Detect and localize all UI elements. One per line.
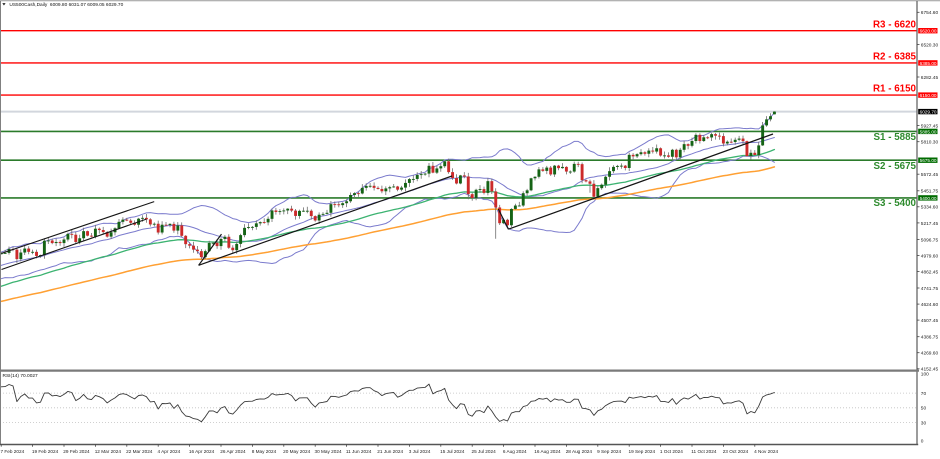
svg-text:30 May 2024: 30 May 2024	[315, 449, 342, 454]
svg-text:5675.00: 5675.00	[920, 158, 937, 163]
svg-text:4862.45: 4862.45	[921, 269, 939, 275]
svg-text:5400.00: 5400.00	[920, 196, 937, 201]
svg-text:8 May 2024: 8 May 2024	[252, 449, 277, 454]
svg-text:9 Sep 2024: 9 Sep 2024	[597, 449, 621, 454]
svg-text:100: 100	[921, 371, 929, 377]
svg-text:11 Oct 2024: 11 Oct 2024	[691, 449, 717, 454]
svg-text:4507.45: 4507.45	[921, 318, 939, 324]
svg-text:11 Jun 2024: 11 Jun 2024	[346, 449, 372, 454]
svg-text:0: 0	[921, 439, 924, 445]
svg-text:50: 50	[921, 406, 927, 412]
svg-text:R3 - 6620: R3 - 6620	[873, 19, 917, 30]
svg-text:1 Oct 2024: 1 Oct 2024	[660, 449, 683, 454]
svg-text:70: 70	[921, 391, 927, 397]
svg-text:30: 30	[921, 420, 927, 426]
svg-text:5217.45: 5217.45	[921, 221, 939, 227]
svg-text:3 Jul 2024: 3 Jul 2024	[409, 449, 431, 454]
svg-text:19 Sep 2024: 19 Sep 2024	[629, 449, 656, 454]
svg-text:RSI(14) 70.0027: RSI(14) 70.0027	[3, 373, 39, 379]
svg-text:6150.00: 6150.00	[920, 93, 937, 98]
svg-text:5572.45: 5572.45	[921, 172, 939, 178]
svg-text:15 Jul 2024: 15 Jul 2024	[440, 449, 465, 454]
svg-text:22 Mar 2024: 22 Mar 2024	[126, 449, 153, 454]
svg-text:28 Aug 2024: 28 Aug 2024	[566, 449, 593, 454]
svg-text:19 Feb 2024: 19 Feb 2024	[32, 449, 59, 454]
svg-text:S1 - 5885: S1 - 5885	[874, 132, 917, 143]
svg-text:6282.45: 6282.45	[921, 75, 939, 81]
svg-text:S3 - 5400: S3 - 5400	[874, 198, 917, 209]
svg-text:R1 - 6150: R1 - 6150	[873, 84, 917, 95]
svg-text:6029.70: 6029.70	[920, 110, 937, 115]
svg-text:16 Apr 2024: 16 Apr 2024	[189, 449, 215, 454]
svg-text:5096.75: 5096.75	[921, 237, 939, 243]
svg-text:4 Nov 2024: 4 Nov 2024	[754, 449, 778, 454]
svg-text:6520.30: 6520.30	[921, 42, 939, 48]
svg-text:6620.00: 6620.00	[920, 29, 937, 34]
svg-text:4386.75: 4386.75	[921, 335, 939, 341]
svg-text:6 Aug 2024: 6 Aug 2024	[503, 449, 527, 454]
svg-text:5885.00: 5885.00	[920, 129, 937, 134]
svg-text:S2 - 5675: S2 - 5675	[874, 161, 917, 172]
svg-text:R2 - 6385: R2 - 6385	[873, 52, 917, 63]
svg-text:29 Feb 2024: 29 Feb 2024	[63, 449, 90, 454]
svg-text:4979.60: 4979.60	[921, 253, 939, 259]
svg-text:16 Aug 2024: 16 Aug 2024	[534, 449, 561, 454]
svg-text:4269.60: 4269.60	[921, 351, 939, 357]
svg-text:21 Jun 2024: 21 Jun 2024	[377, 449, 403, 454]
svg-text:6385.00: 6385.00	[920, 61, 937, 66]
svg-text:4624.60: 4624.60	[921, 302, 939, 308]
svg-text:5810.30: 5810.30	[921, 140, 939, 146]
svg-text:25 Jul 2024: 25 Jul 2024	[472, 449, 497, 454]
svg-text:5451.75: 5451.75	[921, 189, 939, 195]
svg-text:7 Feb 2024: 7 Feb 2024	[1, 449, 25, 454]
svg-text:4152.45: 4152.45	[921, 367, 939, 373]
svg-text:26 Apr 2024: 26 Apr 2024	[220, 449, 246, 454]
svg-text:12 Mar 2024: 12 Mar 2024	[95, 449, 122, 454]
svg-text:US500Cash,Daily 6009.80 6031.: US500Cash,Daily 6009.80 6031.07 6009.05 …	[9, 2, 123, 8]
svg-text:5927.45: 5927.45	[921, 124, 939, 130]
svg-text:4 Apr 2024: 4 Apr 2024	[158, 449, 181, 454]
svg-text:6754.60: 6754.60	[921, 10, 939, 16]
svg-text:5334.60: 5334.60	[921, 205, 939, 211]
svg-text:4741.75: 4741.75	[921, 286, 939, 292]
svg-text:20 May 2024: 20 May 2024	[283, 449, 310, 454]
svg-text:23 Oct 2024: 23 Oct 2024	[723, 449, 749, 454]
